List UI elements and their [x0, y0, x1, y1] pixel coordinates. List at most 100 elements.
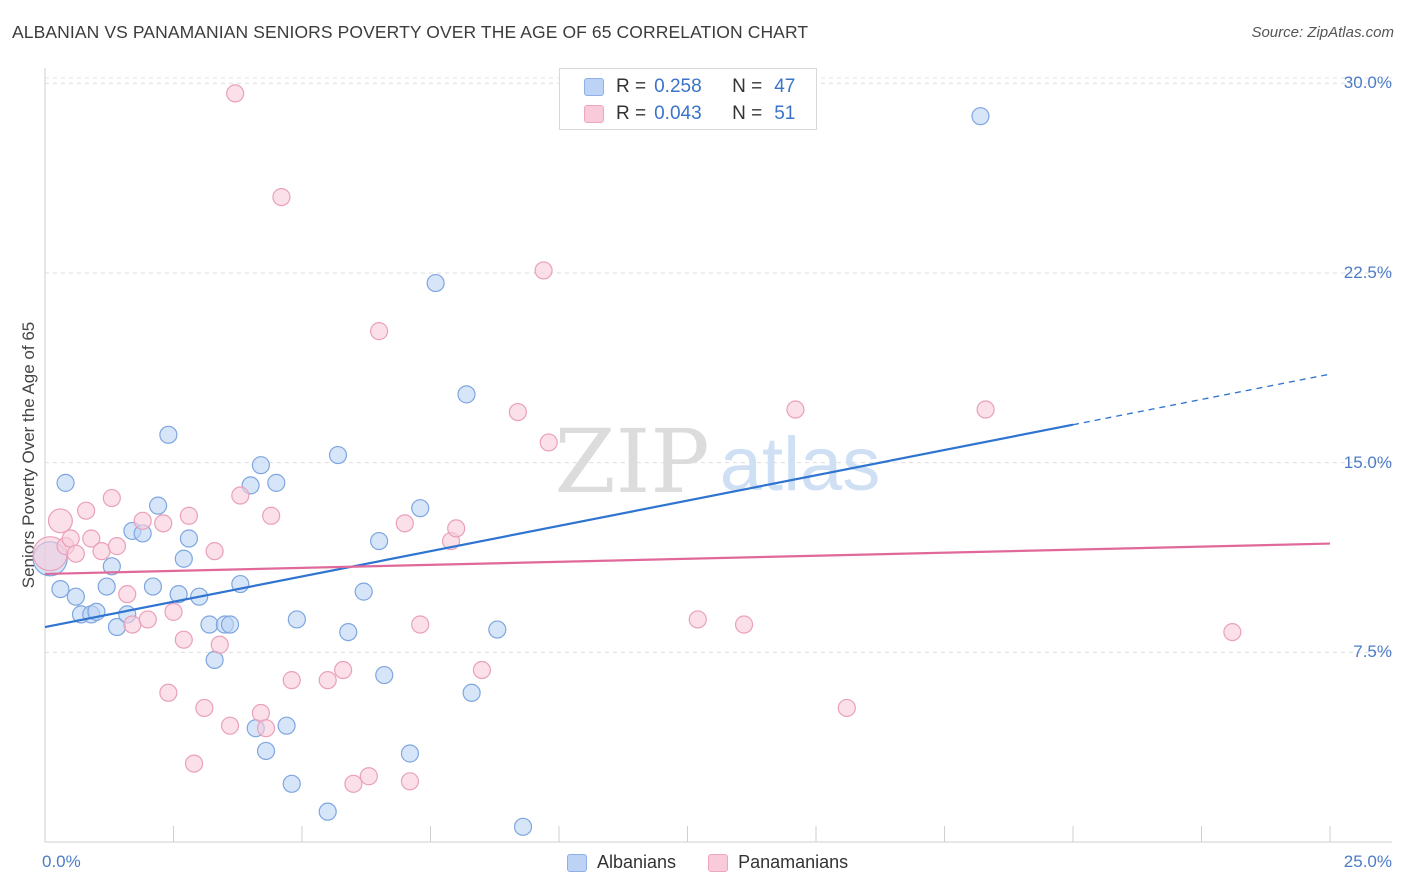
panamanians-point [734, 615, 754, 634]
x-tick-right: 25.0% [1343, 852, 1392, 871]
source-note: Source: ZipAtlas.com [1251, 24, 1394, 41]
legend-item-albanians: Albanians [567, 852, 676, 873]
albanians-point [400, 744, 420, 763]
panamanians-point [400, 772, 420, 791]
x-tick-left: 0.0% [42, 852, 81, 871]
albanians-point [267, 473, 286, 492]
panamanians-point [282, 671, 301, 690]
albanians-point [457, 385, 476, 404]
axes [44, 68, 1392, 843]
panamanians-point [123, 615, 142, 634]
watermark: ZIP atlas [554, 410, 880, 513]
panamanians-label: Panamanians [738, 852, 849, 872]
panamanians-point [205, 542, 224, 561]
panamanians-point [786, 400, 805, 419]
albanians-point [354, 582, 373, 601]
panamanians-point [344, 774, 363, 793]
albanians-point [462, 683, 481, 702]
albanians-point [277, 716, 296, 735]
panamanians-point [107, 537, 127, 556]
panamanians-point [231, 486, 250, 505]
y-tick-label: 22.5% [1343, 262, 1392, 282]
panamanians-point [61, 529, 80, 548]
panamanians-point [82, 529, 101, 548]
panamanians-point [539, 433, 558, 452]
albanians-point [179, 529, 199, 548]
panamanians-swatch [708, 853, 729, 872]
panamanians-point [92, 542, 111, 561]
panamanians-point [138, 610, 157, 629]
watermark-atlas: atlas [720, 422, 881, 507]
panamanians-trend-line [44, 542, 1331, 576]
y-tick-label: 30.0% [1343, 73, 1392, 93]
panamanians-point [359, 767, 378, 786]
y-tick-label: 7.5% [1353, 642, 1392, 662]
series-legend: Albanians Panamanians [567, 852, 880, 873]
panamanians-point [272, 187, 291, 207]
albanians-point [174, 549, 193, 568]
panamanians-point [154, 514, 173, 533]
panamanians-point [688, 610, 707, 629]
watermark-zip: ZIP [554, 410, 709, 513]
albanians-point [220, 615, 240, 634]
albanians-point [251, 456, 270, 475]
albanians-point [971, 107, 990, 126]
panamanians-point [133, 511, 152, 530]
panamanians-point [102, 488, 121, 508]
panamanians-point [256, 719, 276, 738]
panamanians-point [164, 602, 183, 621]
panamanians-point [195, 698, 214, 718]
albanians-point [370, 531, 389, 551]
albanians-point [513, 817, 533, 836]
panamanians-point [66, 544, 85, 563]
panamanians-point [262, 506, 281, 525]
panamanians-point [411, 615, 430, 634]
albanians-point [56, 473, 75, 492]
panamanians-point [976, 400, 995, 419]
n-label: N = [732, 103, 763, 124]
y-tick-label: 15.0% [1343, 452, 1392, 472]
panamanians-point [534, 261, 553, 280]
albanians-point [287, 610, 306, 629]
albanians-point [200, 615, 219, 634]
albanians-swatch [584, 78, 604, 96]
albanians-trend-extension [1072, 373, 1331, 426]
panamanians-point [159, 683, 178, 702]
panamanians-point [334, 660, 353, 680]
albanians-point [159, 425, 178, 444]
panamanians-point [318, 671, 337, 690]
albanians-n-value: 47 [774, 76, 796, 97]
correlation-legend: R = 0.258 N = 47 R = 0.043 N = 51 [559, 68, 817, 130]
albanians-point [169, 585, 188, 604]
albanians-point [328, 445, 348, 465]
albanians-point [282, 774, 301, 793]
panamanians-point [226, 84, 245, 103]
panamanians-point [118, 585, 137, 604]
albanians-trend-line [44, 423, 1074, 629]
panamanians-point [77, 501, 96, 520]
grid-lines [45, 77, 1392, 653]
panamanians-point [174, 630, 193, 649]
panamanians-point [1223, 622, 1242, 642]
albanians-point [97, 577, 116, 596]
albanians-point [488, 620, 507, 639]
albanians-point [318, 802, 337, 821]
panamanians-point [220, 716, 240, 735]
albanians-point [205, 650, 224, 670]
chart-title: ALBANIAN VS PANAMANIAN SENIORS POVERTY O… [12, 22, 809, 42]
panamanians-point [508, 402, 527, 422]
albanians-point [148, 496, 168, 515]
panamanians-point [179, 506, 199, 525]
legend-row-panamanians: R = 0.043 N = 51 [584, 102, 795, 126]
albanians-point [66, 587, 85, 606]
panamanians-point [395, 514, 414, 533]
panamanians-point [251, 703, 270, 723]
panamanians-point [210, 635, 229, 654]
panamanians-point [837, 698, 856, 718]
albanians-point [51, 579, 70, 599]
trend-lines [44, 373, 1331, 629]
n-label: N = [732, 76, 763, 97]
panamanians-point [472, 660, 491, 680]
panamanians-point [47, 508, 73, 534]
